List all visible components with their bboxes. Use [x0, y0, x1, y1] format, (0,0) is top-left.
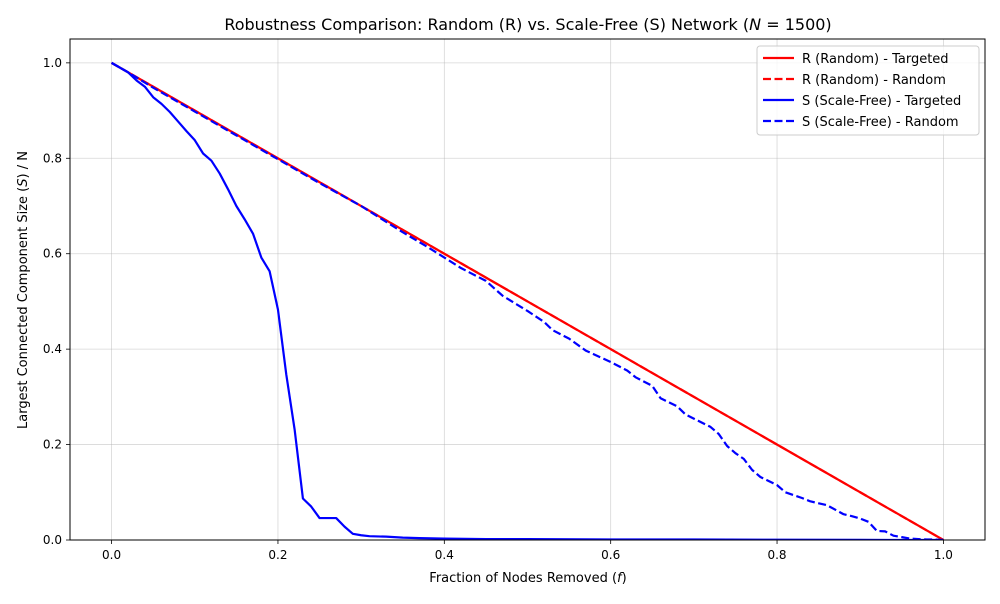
series-layer: [111, 61, 944, 540]
series-line-2: [111, 61, 944, 540]
x-tick-label-0: 0.0: [102, 548, 121, 562]
legend-box: [756, 45, 980, 136]
x-tick-label-3: 0.6: [601, 548, 620, 562]
y-tick-label-0: 0.0: [43, 533, 62, 547]
chart-title: Robustness Comparison: Random (R) vs. Sc…: [224, 15, 831, 34]
y-tick-label-2: 0.4: [43, 342, 62, 356]
y-tick-label-1: 0.2: [43, 438, 62, 452]
legend: R (Random) - Targeted R (Random) - Random…: [756, 45, 980, 136]
x-axis-ticks: 0.0 0.2 0.4 0.6 0.8 1.0: [102, 540, 953, 562]
x-tick-label-5: 1.0: [934, 548, 953, 562]
legend-label-1: R (Random) - Targeted: [802, 52, 949, 67]
legend-items: R (Random) - Targeted R (Random) - Random…: [763, 52, 961, 130]
legend-label-3: S (Scale-Free) - Targeted: [802, 94, 961, 109]
x-axis-label: Fraction of Nodes Removed (f): [429, 571, 626, 586]
x-tick-label-2: 0.4: [435, 548, 454, 562]
legend-label-4: S (Scale-Free) - Random: [802, 115, 959, 130]
y-tick-label-3: 0.6: [43, 247, 62, 261]
y-tick-label-4: 0.8: [43, 151, 62, 165]
x-tick-label-1: 0.2: [268, 548, 287, 562]
y-tick-label-5: 1.0: [43, 56, 62, 70]
x-tick-label-4: 0.8: [767, 548, 786, 562]
y-axis-ticks: 0.0 0.2 0.4 0.6 0.8 1.0: [43, 56, 70, 547]
legend-label-2: R (Random) - Random: [802, 73, 946, 88]
y-axis-label: Largest Connected Component Size (S) / N: [16, 151, 31, 429]
series-line-4: [111, 61, 944, 540]
plot-frame: [69, 38, 986, 541]
series-line-3: [111, 61, 944, 540]
